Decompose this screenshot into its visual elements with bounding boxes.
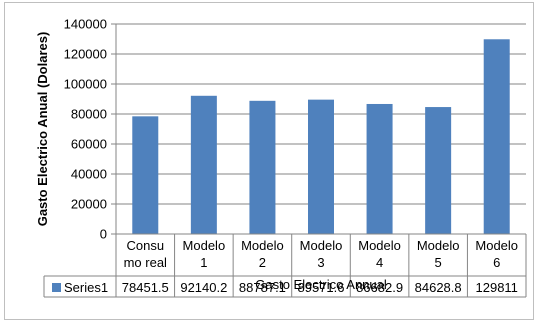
legend-label: Series1 [64, 280, 108, 295]
x-tick-label: 2 [259, 255, 266, 270]
x-tick-label: Modelo [183, 238, 226, 253]
y-tick-label: 60000 [71, 137, 107, 152]
x-tick-label: 6 [493, 255, 500, 270]
bar [308, 99, 334, 234]
x-tick-label: Modelo [475, 238, 518, 253]
bar [425, 107, 452, 234]
data-label: 89571.6 [298, 280, 345, 295]
bar [190, 95, 217, 234]
data-label: 84628.8 [415, 280, 462, 295]
y-tick-label: 100000 [64, 77, 107, 92]
data-label: 129811 [476, 280, 518, 295]
data-label: 78451.5 [122, 280, 169, 295]
x-tick-label: Modelo [417, 238, 460, 253]
bar [483, 39, 510, 234]
data-label: 88787.1 [239, 280, 286, 295]
data-label: 92140.2 [180, 280, 227, 295]
data-label: 86682.9 [356, 280, 403, 295]
x-tick-label: 1 [200, 255, 207, 270]
y-tick-label: 40000 [71, 167, 107, 182]
bar [132, 116, 159, 234]
y-tick-label: 120000 [64, 47, 107, 62]
x-tick-label: Modelo [358, 238, 401, 253]
x-tick-label: 4 [376, 255, 383, 270]
y-axis-title: Gasto Electrico Anual (Dolares) [35, 32, 50, 227]
x-tick-label: mo real [124, 255, 167, 270]
y-tick-label: 0 [100, 227, 107, 242]
x-tick-label: 3 [317, 255, 324, 270]
bar [249, 100, 276, 234]
x-tick-label: Modelo [241, 238, 284, 253]
y-tick-label: 20000 [71, 197, 107, 212]
x-axis-title: Gasto Electrico Annual [255, 277, 387, 292]
x-tick-label: Consu [126, 238, 164, 253]
legend-key [52, 283, 61, 292]
x-tick-label: 5 [435, 255, 442, 270]
y-tick-label: 140000 [64, 17, 107, 32]
bar [366, 103, 393, 234]
x-tick-label: Modelo [300, 238, 343, 253]
y-tick-label: 80000 [71, 107, 107, 122]
